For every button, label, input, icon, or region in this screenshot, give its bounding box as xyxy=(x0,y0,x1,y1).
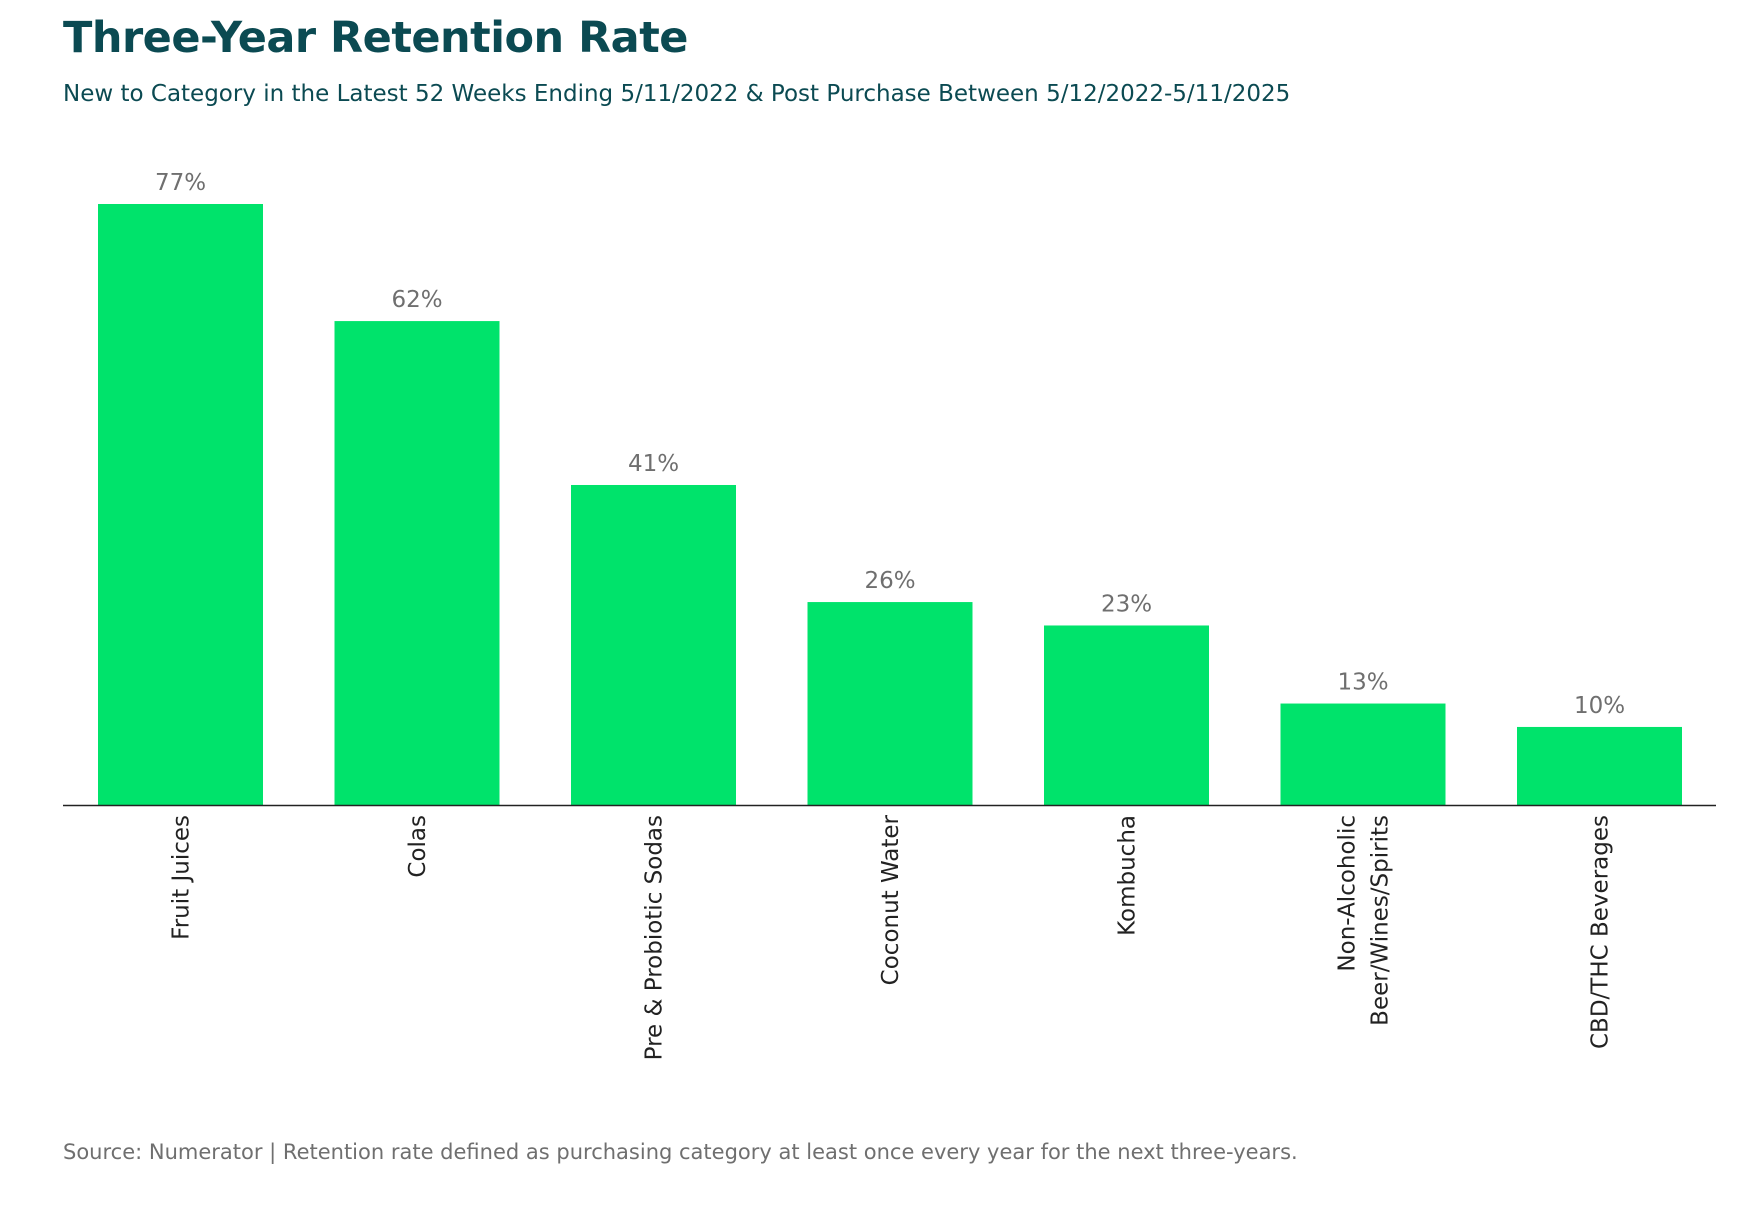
x-tick-label: CBD/THC Beverages xyxy=(1588,815,1614,1049)
chart-subtitle: New to Category in the Latest 52 Weeks E… xyxy=(63,81,1291,107)
bars-group xyxy=(98,204,1682,805)
bar-value-label: 13% xyxy=(1337,670,1388,696)
x-tick-label: Kombucha xyxy=(1115,815,1141,936)
x-tick-label: Fruit Juices xyxy=(169,815,195,940)
x-tick-label: Coconut Water xyxy=(878,814,904,985)
bar-5 xyxy=(1044,625,1209,805)
bar-7 xyxy=(1517,726,1682,805)
bar-4 xyxy=(807,602,973,805)
x-tick-label: Pre & Probiotic Sodas xyxy=(642,815,668,1060)
bar-value-label: 23% xyxy=(1101,591,1152,617)
chart-title: Three-Year Retention Rate xyxy=(63,13,688,63)
bar-value-label: 41% xyxy=(628,451,679,477)
bar-1 xyxy=(98,204,263,805)
bar-3 xyxy=(571,484,736,805)
bar-2 xyxy=(334,321,500,805)
x-tick-labels-group: Fruit Juices Colas Pre & Probiotic Sodas Co… xyxy=(169,814,1614,1060)
source-note: Source: Numerator | Retention rate defin… xyxy=(63,1140,1298,1164)
x-tick-label: Non-Alcoholic xyxy=(1335,815,1361,972)
value-labels-group: 77% 62% 41% 26% 23% 13% 10% xyxy=(155,170,1625,719)
x-tick-label: Beer/Wines/Spirits xyxy=(1368,815,1394,1026)
x-tick-label: Colas xyxy=(405,815,431,878)
bar-value-label: 10% xyxy=(1574,693,1625,719)
bar-6 xyxy=(1280,703,1446,805)
bar-value-label: 26% xyxy=(864,568,915,594)
bar-value-label: 77% xyxy=(155,170,206,196)
bar-value-label: 62% xyxy=(391,287,442,313)
